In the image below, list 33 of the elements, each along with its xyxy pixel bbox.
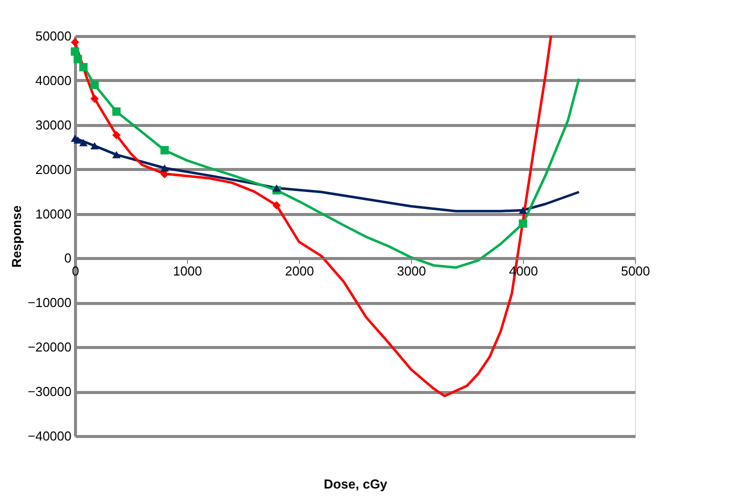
point [90, 142, 99, 150]
x-axis-title: Dose, cGy [324, 476, 388, 492]
point [160, 146, 169, 154]
point [112, 107, 121, 116]
point [272, 201, 281, 210]
point [90, 94, 99, 103]
y-tick-label: 20000 [35, 162, 72, 177]
y-tick-label: −20000 [28, 340, 72, 355]
x-tick-label: 3000 [397, 264, 426, 279]
y-tick-label: −30000 [28, 384, 72, 400]
y-axis-title: Response [8, 205, 24, 268]
point [518, 206, 528, 214]
point [112, 130, 121, 140]
point [74, 54, 82, 64]
point [79, 139, 88, 146]
point [90, 80, 99, 90]
y-tick-label: 0 [64, 250, 72, 266]
x-tick-label: 5000 [621, 264, 650, 279]
point [112, 151, 121, 158]
x-tick-label: 1000 [173, 264, 202, 279]
point [70, 38, 80, 46]
point [79, 62, 88, 72]
x-tick-label: 2000 [285, 264, 314, 279]
point [74, 136, 82, 144]
y-tick-label: 10000 [35, 206, 72, 222]
y-tick-label: 30000 [35, 117, 72, 132]
y-tick-label: −10000 [28, 295, 72, 310]
y-tick-label: −40000 [28, 428, 72, 444]
y-tick-label: 40000 [35, 72, 72, 88]
point [160, 164, 169, 172]
point [272, 184, 281, 192]
y-tick-label: 50000 [35, 28, 72, 44]
point [518, 219, 528, 228]
